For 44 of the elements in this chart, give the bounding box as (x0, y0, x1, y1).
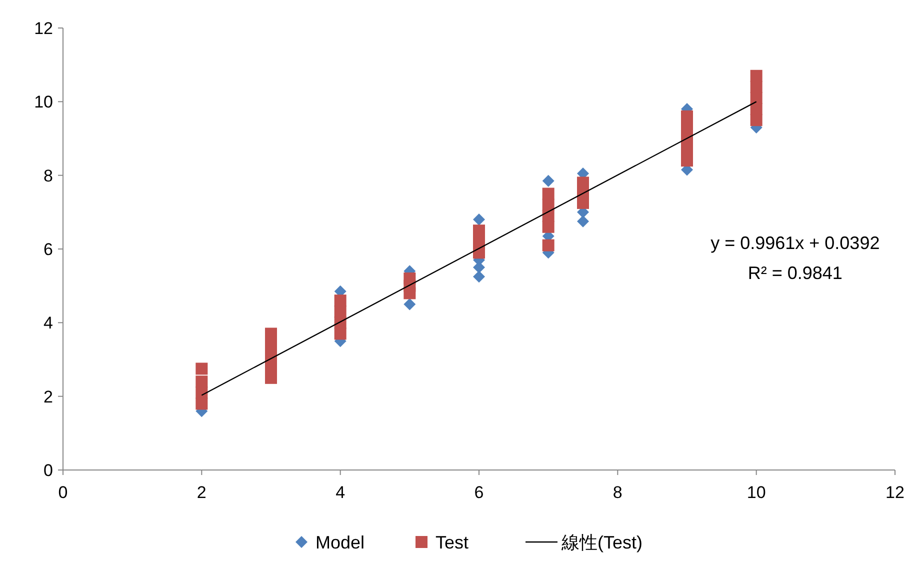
point (750, 70, 762, 82)
y-tick-label: 2 (44, 387, 53, 406)
legend-label: Model (316, 532, 365, 552)
x-tick-label: 8 (612, 483, 622, 502)
x-tick-label: 6 (474, 483, 484, 502)
x-tick-label: 12 (886, 483, 904, 502)
y-tick-label: 10 (34, 92, 53, 112)
point (265, 372, 277, 384)
point (265, 360, 277, 373)
point (542, 239, 554, 252)
point (681, 110, 693, 122)
point (196, 398, 208, 410)
annotation: y = 0.9961x + 0.0392 (710, 233, 880, 253)
y-tick-label: 12 (34, 18, 53, 38)
point (542, 188, 554, 200)
point (750, 114, 762, 126)
point (404, 272, 416, 284)
point (196, 376, 208, 388)
point (473, 214, 485, 226)
point (196, 362, 208, 375)
legend-label: Test (436, 532, 469, 552)
x-tick-label: 10 (746, 483, 766, 502)
x-tick-label: 0 (58, 483, 68, 502)
y-tick-label: 0 (44, 460, 53, 480)
y-tick-label: 4 (44, 314, 53, 333)
point (750, 103, 762, 116)
point (473, 224, 485, 237)
point (681, 154, 693, 167)
y-tick-label: 6 (44, 240, 53, 259)
x-tick-label: 2 (196, 483, 206, 502)
point (334, 306, 346, 318)
point (334, 294, 346, 307)
annotation: R² = 0.9841 (748, 263, 842, 283)
x-tick-label: 4 (336, 483, 346, 502)
point (334, 328, 346, 340)
point (542, 174, 554, 187)
point (542, 220, 554, 233)
point (577, 196, 589, 209)
y-tick-label: 8 (44, 166, 53, 186)
point (404, 298, 416, 310)
point (473, 270, 485, 283)
legend-label: 線性(Test) (560, 532, 642, 552)
point (577, 215, 589, 228)
point (265, 328, 277, 340)
